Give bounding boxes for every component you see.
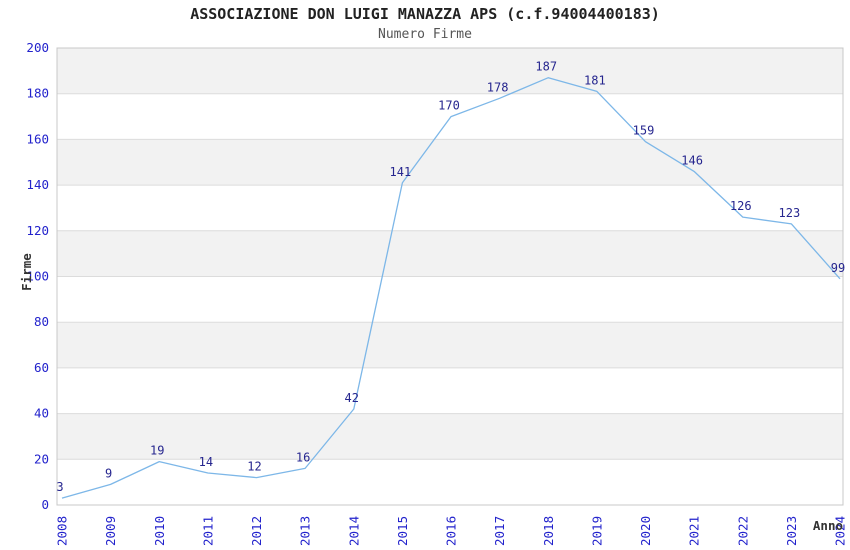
data-label: 19: [150, 444, 164, 458]
y-tick-label: 120: [26, 223, 49, 238]
x-tick-label: 2017: [492, 516, 507, 546]
x-tick-label: 2019: [589, 516, 604, 546]
x-tick-label: 2022: [735, 516, 750, 546]
x-tick-label: 2016: [444, 516, 459, 546]
x-tick-label: 2013: [298, 516, 313, 546]
data-label: 3: [56, 480, 63, 494]
y-tick-label: 180: [26, 86, 49, 101]
y-tick-label: 40: [34, 406, 49, 421]
data-label: 146: [681, 153, 703, 167]
firme-series-line: [61, 77, 841, 499]
plot-border: [56, 47, 844, 506]
data-label: 178: [487, 80, 509, 94]
y-tick-label: 80: [34, 314, 49, 329]
x-tick-label: 2020: [638, 516, 653, 546]
x-tick-label: 2014: [346, 516, 361, 546]
x-tick-label: 2010: [152, 516, 167, 546]
grid-band: [57, 413, 843, 460]
y-tick-label: 140: [26, 177, 49, 192]
data-label: 12: [247, 460, 261, 474]
y-tick-label: 200: [26, 40, 49, 55]
data-label: 42: [345, 391, 359, 405]
x-tick-label: 2008: [55, 516, 70, 546]
data-label: 126: [730, 199, 752, 213]
y-tick-label: 20: [34, 451, 49, 466]
data-label: 99: [831, 261, 845, 275]
chart-title: ASSOCIAZIONE DON LUIGI MANAZZA APS (c.f.…: [190, 5, 660, 23]
x-tick-label: 2015: [395, 516, 410, 546]
y-tick-label: 0: [41, 497, 49, 512]
y-axis-title: Firme: [19, 253, 34, 291]
data-label: 16: [296, 450, 310, 464]
grid-band: [57, 139, 843, 186]
data-label: 14: [199, 455, 213, 469]
y-tick-label: 60: [34, 360, 49, 375]
x-tick-label: 2024: [833, 516, 848, 546]
data-label: 187: [535, 60, 557, 74]
data-label: 159: [633, 124, 655, 138]
data-label: 123: [779, 206, 801, 220]
grid-band: [57, 230, 843, 277]
chart-subtitle: Numero Firme: [378, 27, 472, 42]
x-tick-label: 2018: [541, 516, 556, 546]
data-label: 141: [390, 165, 412, 179]
x-axis-title: Anno: [813, 518, 843, 533]
x-tick-label: 2021: [687, 516, 702, 546]
grid-band: [57, 322, 843, 368]
x-tick-label: 2023: [784, 516, 799, 546]
x-tick-label: 2009: [103, 516, 118, 546]
y-tick-label: 100: [26, 269, 49, 284]
data-label: 170: [438, 99, 460, 113]
x-tick-label: 2012: [249, 516, 264, 546]
data-label: 181: [584, 73, 606, 87]
x-tick-label: 2011: [200, 516, 215, 546]
y-tick-label: 160: [26, 131, 49, 146]
data-label: 9: [105, 466, 112, 480]
grid-band: [57, 48, 843, 94]
